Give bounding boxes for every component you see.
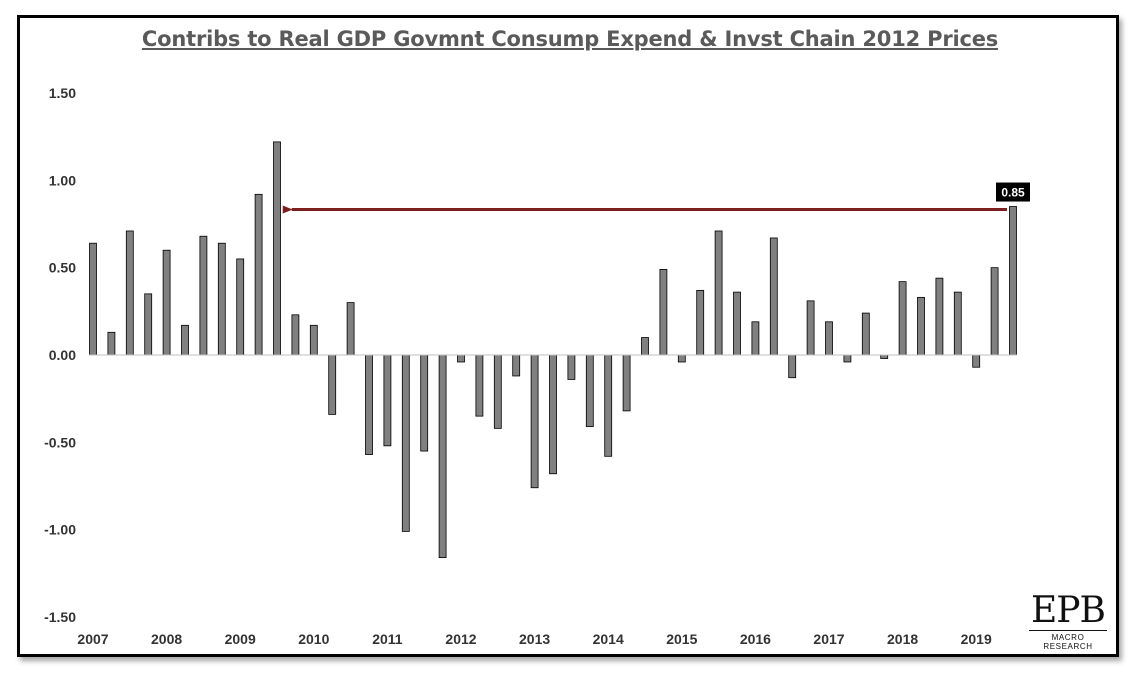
bar — [659, 269, 668, 356]
bar — [843, 354, 852, 363]
bar — [806, 300, 815, 356]
bar — [217, 242, 226, 356]
bar — [438, 354, 447, 559]
bar — [125, 230, 134, 356]
bar — [236, 258, 245, 356]
bar — [89, 242, 97, 356]
bar — [181, 324, 189, 356]
x-tick-label: 2008 — [151, 631, 182, 647]
epb-logo: EPB MACRO RESEARCH — [1026, 590, 1110, 651]
x-tick-label: 2007 — [77, 631, 108, 647]
x-tick-label: 2019 — [961, 631, 992, 647]
bar — [365, 354, 373, 455]
bar — [696, 289, 705, 356]
bar — [328, 354, 337, 415]
bar — [641, 337, 649, 356]
x-tick-label: 2016 — [740, 631, 771, 647]
bar — [420, 354, 429, 452]
annotation-label-box — [996, 182, 1030, 202]
bar — [585, 354, 594, 428]
x-tick-label: 2015 — [666, 631, 697, 647]
y-tick-label: -1.50 — [44, 609, 76, 625]
bar — [880, 354, 889, 359]
bar — [788, 354, 797, 379]
bar — [825, 321, 833, 356]
y-tick-label: 0.00 — [49, 347, 76, 363]
bar — [291, 314, 300, 356]
bar — [1009, 206, 1017, 356]
bar — [861, 312, 870, 356]
bar — [733, 291, 741, 356]
y-tick-label: 1.50 — [49, 85, 76, 101]
x-tick-label: 2017 — [813, 631, 844, 647]
bar — [493, 354, 502, 429]
x-tick-label: 2012 — [445, 631, 476, 647]
bar — [604, 354, 613, 457]
bar — [898, 281, 907, 356]
logo-subtitle: MACRO RESEARCH — [1043, 633, 1093, 651]
y-tick-label: 0.50 — [49, 260, 76, 276]
x-tick-label: 2018 — [887, 631, 918, 647]
x-tick-label: 2010 — [298, 631, 329, 647]
bar — [107, 331, 116, 356]
bar — [199, 235, 208, 356]
annotation-label: 0.85 — [1001, 186, 1025, 200]
x-tick-label: 2014 — [593, 631, 624, 647]
chart-title: Contribs to Real GDP Govmnt Consump Expe… — [141, 27, 999, 51]
bar — [162, 249, 171, 356]
bar — [714, 230, 723, 356]
bar — [953, 291, 962, 356]
logo-wordmark: EPB — [1031, 590, 1106, 631]
bar — [935, 277, 944, 356]
bar — [990, 267, 999, 356]
bar — [401, 354, 410, 532]
bar — [622, 354, 631, 412]
bar — [751, 321, 760, 356]
bar — [769, 237, 778, 356]
x-tick-label: 2009 — [225, 631, 256, 647]
bar — [457, 354, 465, 363]
y-tick-label: -0.50 — [44, 434, 76, 450]
bar — [346, 302, 355, 356]
bar — [144, 293, 153, 356]
logo-divider — [1029, 630, 1107, 631]
bar — [383, 354, 392, 447]
bar — [475, 354, 484, 417]
bar — [677, 354, 686, 363]
bar — [549, 354, 557, 475]
bar — [309, 324, 318, 356]
bar — [512, 354, 521, 377]
y-tick-label: -1.00 — [44, 522, 76, 538]
bar — [530, 354, 539, 489]
x-tick-label: 2013 — [519, 631, 550, 647]
bar — [917, 296, 925, 356]
bar — [972, 354, 981, 368]
bar — [567, 354, 576, 380]
x-tick-label: 2011 — [372, 631, 403, 647]
bar — [273, 141, 281, 356]
y-tick-label: 1.00 — [49, 172, 76, 188]
bar — [254, 193, 263, 356]
